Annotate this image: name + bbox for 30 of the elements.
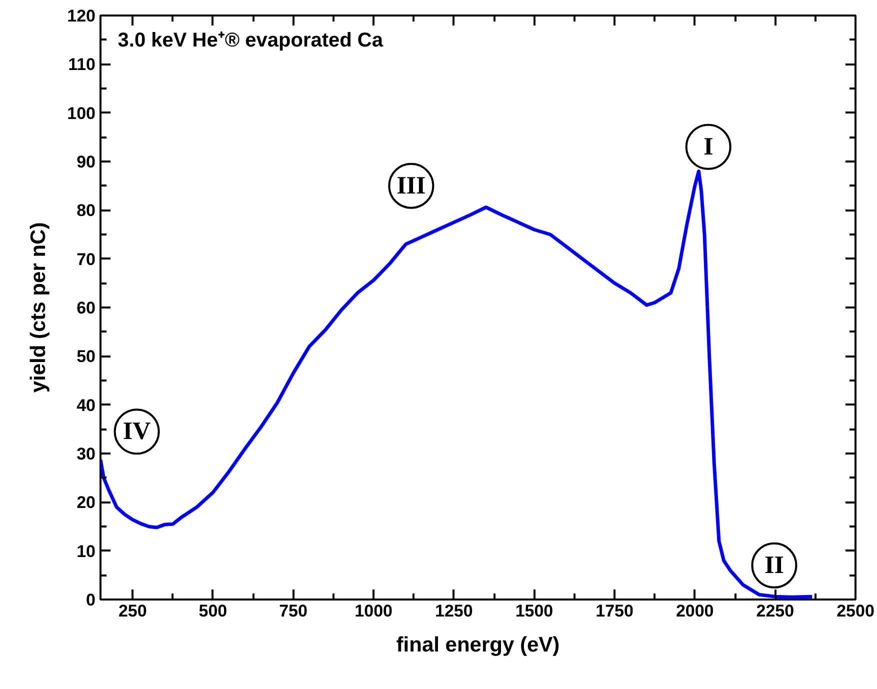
x-tick-label: 1000 <box>354 602 393 620</box>
y-tick-label: 50 <box>76 347 96 366</box>
x-tick-label: 1750 <box>596 602 634 620</box>
y-tick-label: 60 <box>76 298 96 318</box>
annotation: I <box>703 133 714 160</box>
y-tick-label: 100 <box>67 104 96 123</box>
x-tick-label: 500 <box>198 602 228 620</box>
annotation: IV <box>122 418 151 446</box>
y-tick-label: 120 <box>67 6 96 26</box>
y-axis-title: yield (cts per nC) <box>27 222 50 393</box>
y-tick-label: 110 <box>68 55 96 74</box>
x-tick-label: 2500 <box>836 602 874 620</box>
annotation: II <box>764 552 784 579</box>
y-tick-label: 40 <box>76 396 96 415</box>
x-tick-label: 250 <box>118 602 147 620</box>
x-tick-label: 2000 <box>676 602 714 620</box>
y-tick-label: 90 <box>76 152 96 172</box>
x-tick-label: 750 <box>279 602 308 620</box>
annotation: III <box>396 172 426 200</box>
x-tick-label: 1250 <box>434 602 473 620</box>
x-axis-title: final energy (eV) <box>396 634 560 656</box>
x-tick-label: 1500 <box>515 602 554 620</box>
y-tick-label: 70 <box>76 250 96 269</box>
y-tick-label: 30 <box>76 444 96 464</box>
y-tick-label: 10 <box>76 542 96 561</box>
y-tick-label: 0 <box>86 590 96 610</box>
x-tick-label: 2250 <box>756 602 794 620</box>
y-tick-label: 20 <box>76 493 96 512</box>
y-tick-label: 80 <box>76 201 96 220</box>
text: 3.0 keV He⁺® evaporated Ca <box>118 30 384 52</box>
